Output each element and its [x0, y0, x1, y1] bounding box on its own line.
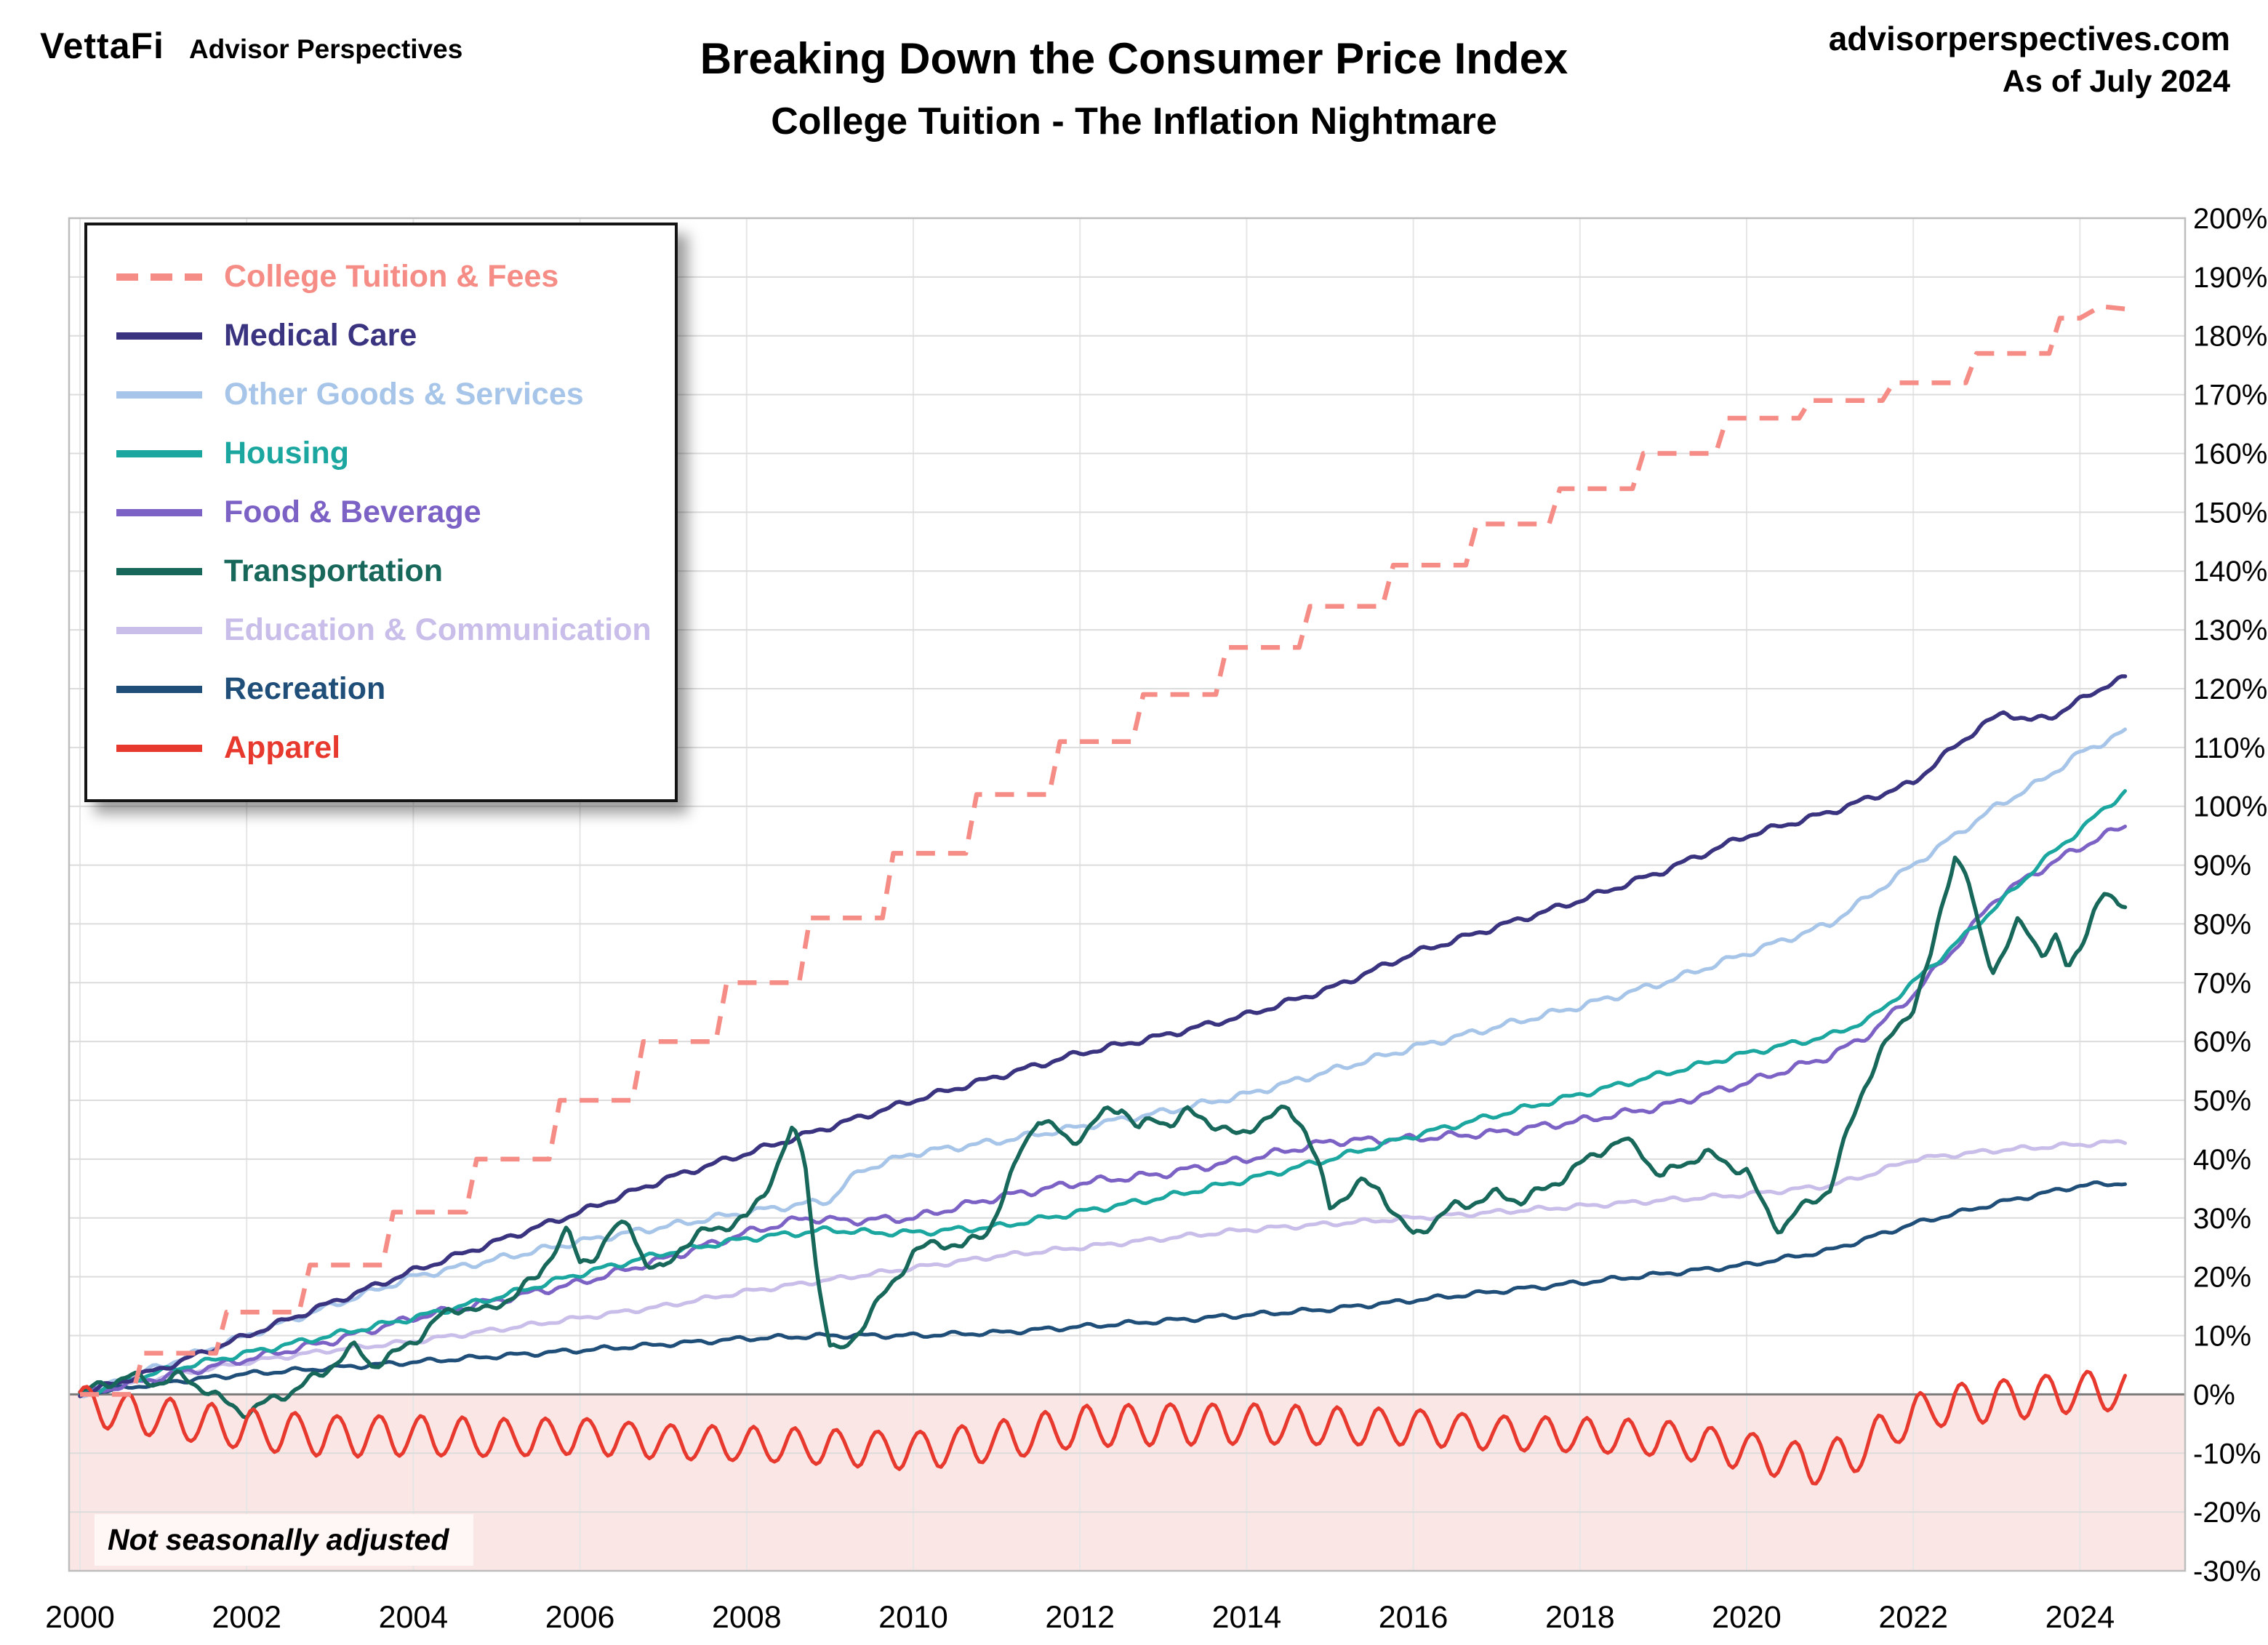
legend-item-label: Apparel — [224, 730, 341, 765]
legend-line-swatch-transportation — [116, 567, 202, 575]
y-tick-label: 140% — [2193, 556, 2267, 588]
y-tick-label: 180% — [2193, 321, 2267, 353]
y-tick-label: 170% — [2193, 380, 2267, 412]
x-tick-label: 2016 — [1379, 1600, 1448, 1635]
series-line-food-beverage — [78, 824, 2127, 1398]
y-tick-label: 30% — [2193, 1203, 2251, 1235]
y-tick-label: -10% — [2193, 1438, 2261, 1470]
series-line-apparel — [78, 1369, 2127, 1486]
x-tick-label: 2012 — [1045, 1600, 1115, 1635]
x-tick-label: 2008 — [712, 1600, 782, 1635]
y-tick-label: 160% — [2193, 438, 2267, 470]
legend-line-swatch-other-goods-services — [116, 391, 202, 399]
title-block: Breaking Down the Consumer Price Index C… — [0, 33, 2268, 143]
brand-subtitle: Advisor Perspectives — [188, 34, 463, 64]
y-tick-label: 150% — [2193, 497, 2267, 529]
legend-line-swatch-college-tuition-fees — [116, 273, 202, 281]
x-tick-label: 2002 — [212, 1600, 281, 1635]
y-tick-label: 120% — [2193, 673, 2267, 705]
legend-item-recreation: Recreation — [115, 660, 660, 719]
y-tick-label: 0% — [2193, 1379, 2235, 1411]
source-website: advisorperspectives.com — [1828, 20, 2230, 57]
plot-border — [68, 217, 2187, 1572]
y-tick-label: -30% — [2193, 1556, 2261, 1588]
y-tick-label: 60% — [2193, 1026, 2251, 1058]
x-tick-label: 2024 — [2045, 1600, 2115, 1635]
series-line-housing — [78, 789, 2127, 1396]
series-line-other-goods-services — [78, 727, 2127, 1398]
legend-item-label: Transportation — [224, 553, 444, 588]
y-tick-label: 40% — [2193, 1144, 2251, 1176]
x-tick-label: 2004 — [379, 1600, 449, 1635]
brand: VettaFi Advisor Perspectives — [40, 25, 462, 67]
x-tick-label: 2022 — [1878, 1600, 1948, 1635]
series-line-college-tuition-fees — [80, 304, 2129, 1397]
legend: College Tuition & Fees Medical Care Other … — [84, 223, 678, 802]
y-tick-label: 20% — [2193, 1262, 2251, 1294]
y-tick-label: 50% — [2193, 1085, 2251, 1117]
source-block: advisorperspectives.com As of July 2024 — [1829, 19, 2230, 100]
y-tick-label: 130% — [2193, 615, 2267, 647]
legend-item-label: Medical Care — [224, 318, 417, 353]
legend-line-swatch-apparel — [116, 744, 202, 752]
y-tick-label: 90% — [2193, 850, 2251, 882]
y-tick-label: 70% — [2193, 967, 2251, 999]
legend-item-medical-care: Medical Care — [115, 306, 660, 365]
legend-line-swatch-medical-care — [116, 332, 202, 340]
series-line-medical-care — [78, 674, 2128, 1398]
y-tick-label: 80% — [2193, 908, 2251, 940]
chart-title: Breaking Down the Consumer Price Index — [700, 34, 1568, 83]
y-tick-label: 190% — [2193, 262, 2267, 294]
x-tick-label: 2006 — [545, 1600, 615, 1635]
y-tick-label: -20% — [2193, 1497, 2261, 1529]
note-not-seasonally-adjusted: Not seasonally adjusted — [95, 1514, 474, 1566]
legend-item-food-beverage: Food & Beverage — [115, 483, 660, 542]
y-tick-label: 10% — [2193, 1321, 2251, 1353]
chart-subtitle: College Tuition - The Inflation Nightmar… — [771, 100, 1497, 143]
legend-item-apparel: Apparel — [115, 719, 660, 777]
legend-item-education: Education & Communication — [115, 601, 660, 660]
legend-line-swatch-food-beverage — [116, 508, 202, 516]
legend-item-label: Food & Beverage — [224, 495, 481, 529]
vettafi-logo: VettaFi — [40, 25, 164, 66]
legend-item-label: Housing — [224, 436, 349, 471]
as-of-date: As of July 2024 — [2002, 64, 2230, 99]
legend-item-label: Other Goods & Services — [224, 377, 584, 412]
y-tick-label: 100% — [2193, 791, 2267, 823]
y-tick-label: 200% — [2193, 203, 2267, 235]
legend-line-swatch-housing — [116, 449, 202, 457]
x-tick-label: 2020 — [1712, 1600, 1782, 1635]
x-tick-label: 2018 — [1545, 1600, 1615, 1635]
legend-line-swatch-recreation — [116, 685, 202, 693]
legend-item-label: College Tuition & Fees — [224, 259, 559, 294]
legend-item-label: Education & Communication — [224, 612, 652, 647]
x-tick-label: 2000 — [45, 1600, 115, 1635]
series-line-recreation — [78, 1180, 2127, 1397]
legend-item-other-goods-services: Other Goods & Services — [115, 365, 660, 424]
legend-item-label: Recreation — [224, 671, 386, 706]
series-line-transportation — [78, 855, 2128, 1420]
legend-line-swatch-education — [116, 626, 202, 634]
legend-item-housing: Housing — [115, 424, 660, 483]
legend-item-college-tuition-fees: College Tuition & Fees — [115, 247, 660, 306]
y-tick-label: 110% — [2193, 732, 2265, 764]
x-tick-label: 2014 — [1212, 1600, 1282, 1635]
legend-item-transportation: Transportation — [115, 542, 660, 601]
x-tick-label: 2010 — [878, 1600, 948, 1635]
